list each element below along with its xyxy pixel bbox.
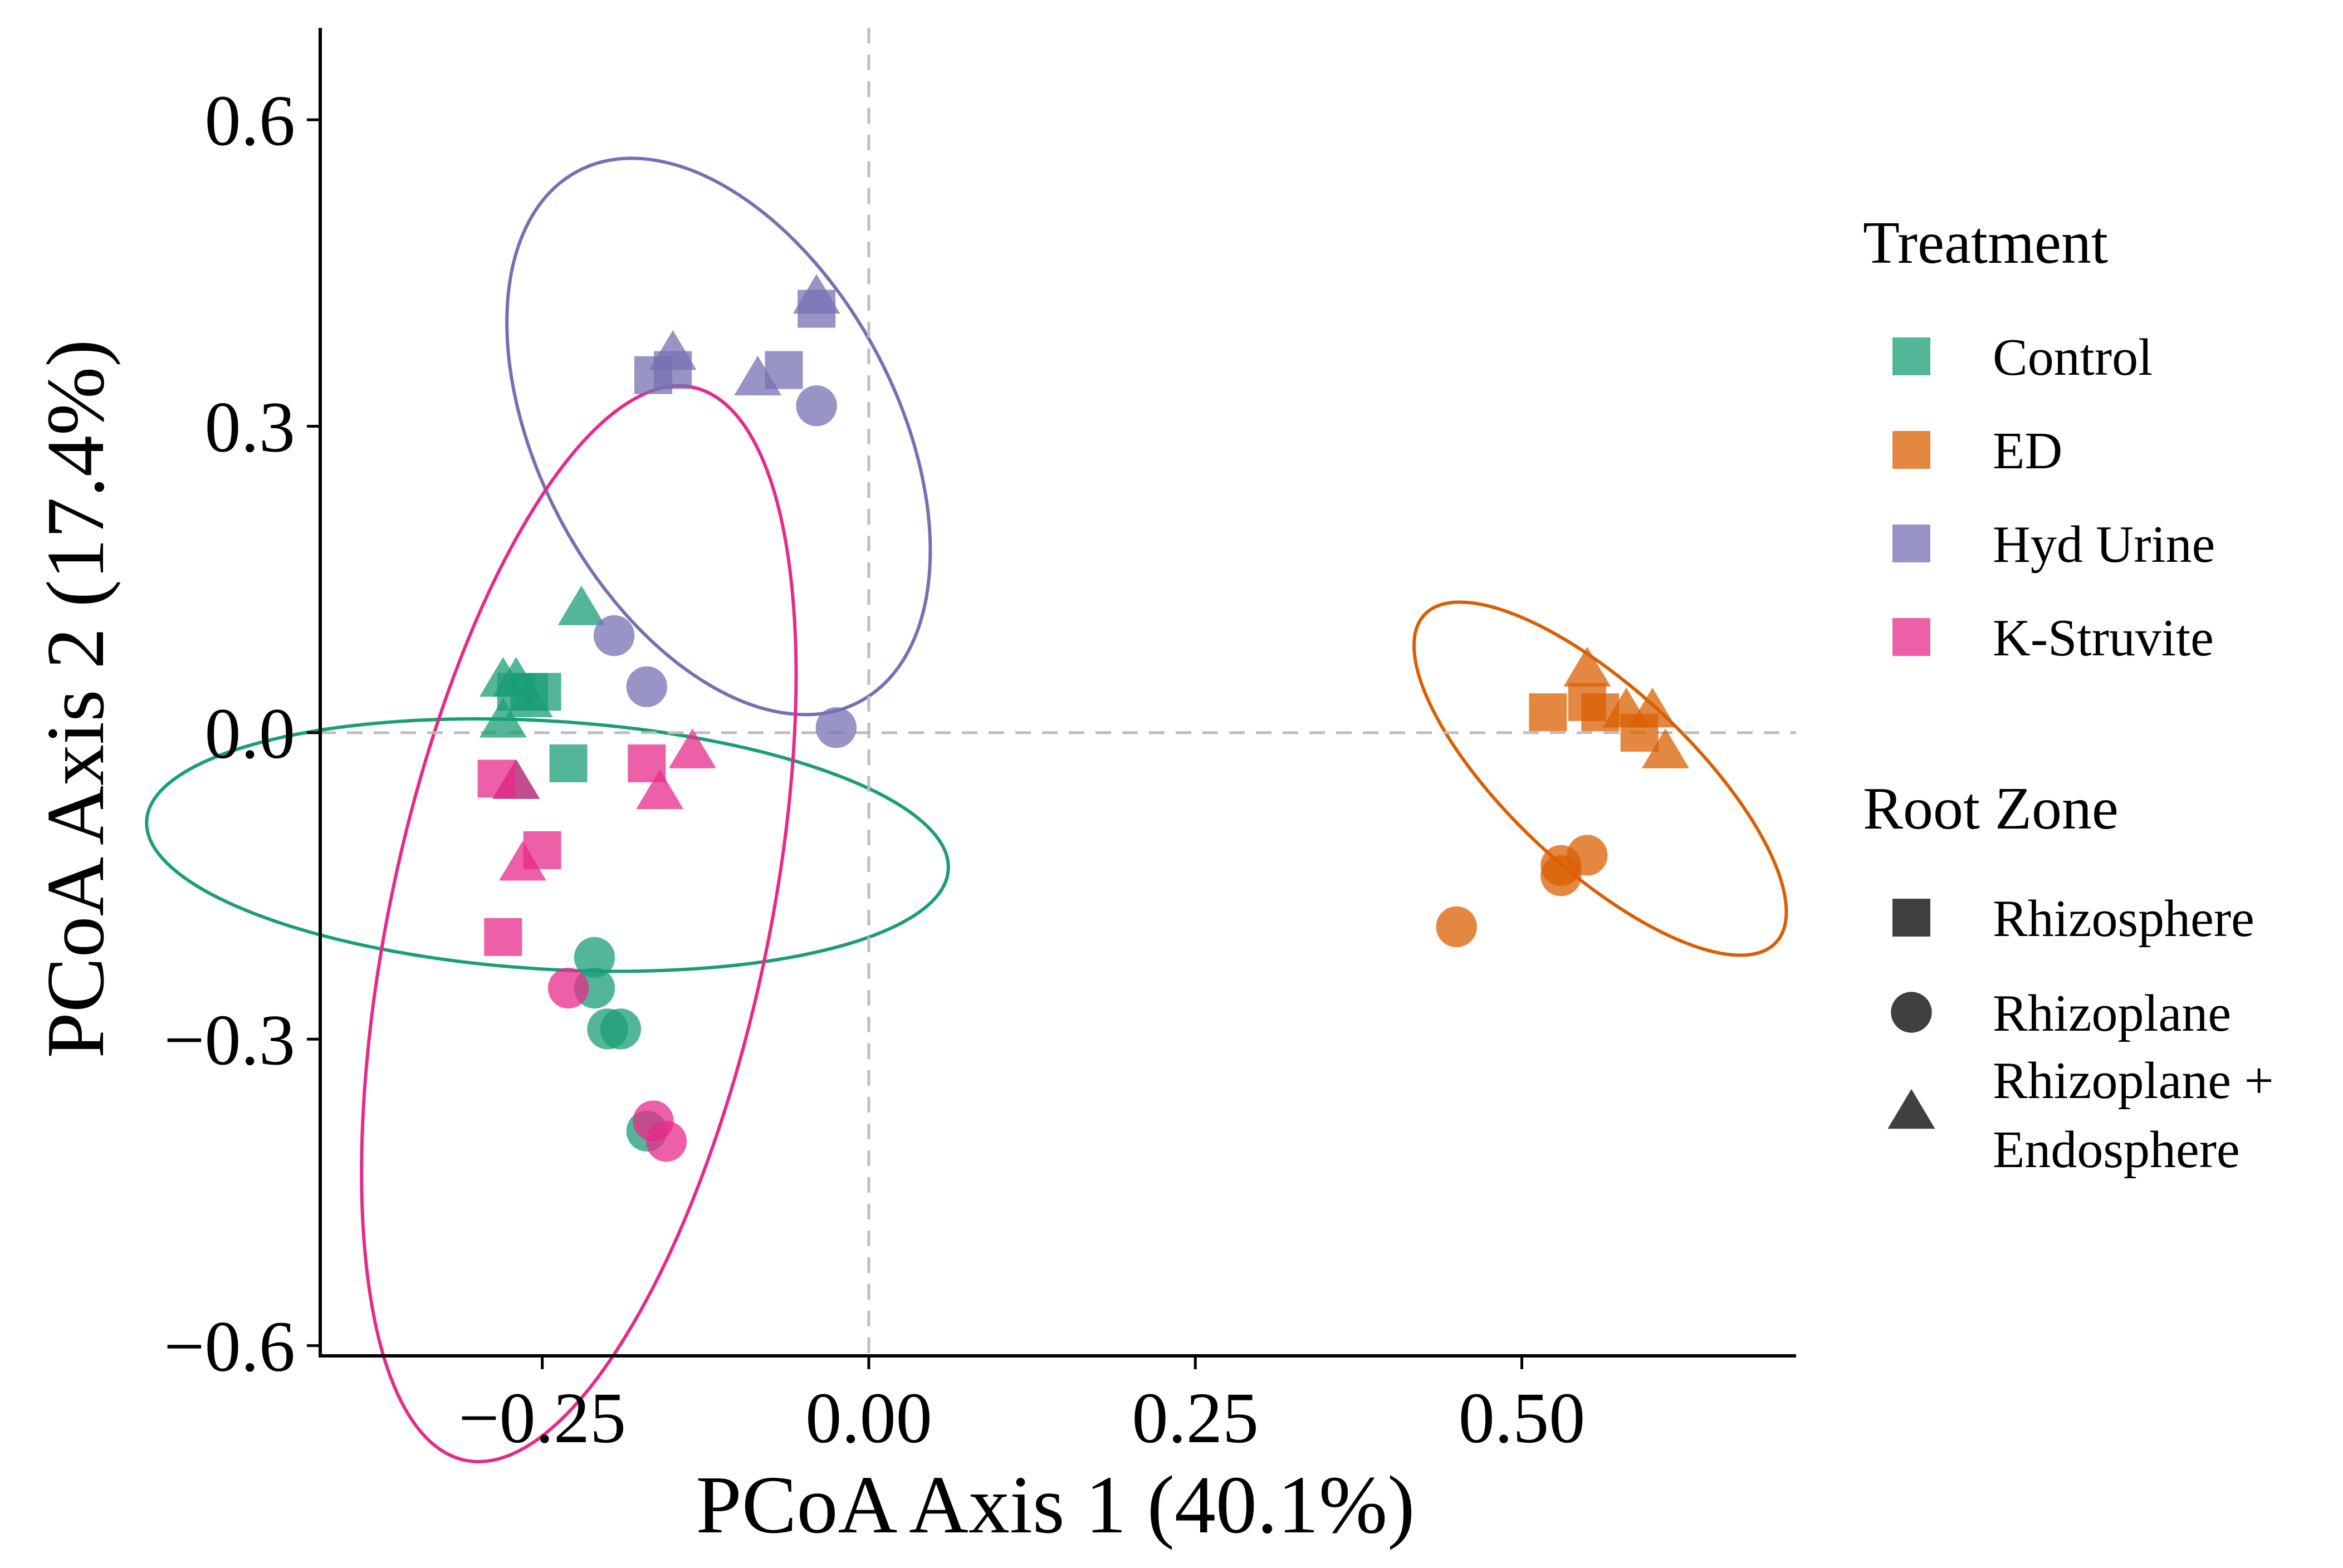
legend-root-zone-title: Root Zone [1863, 776, 2119, 842]
legend-key-hyd-urine [1892, 525, 1930, 562]
x-axis-title: PCoA Axis 1 (40.1%) [696, 1459, 1415, 1551]
point-k-struvite-8 [547, 967, 589, 1009]
legend-label-triangle-line2: Endosphere [1993, 1121, 2240, 1179]
x-tick-label-1: 0.00 [805, 1378, 932, 1458]
point-k-struvite-10 [645, 1121, 687, 1162]
point-control-6 [479, 656, 527, 697]
point-k-struvite-6 [636, 769, 684, 810]
legend-root-zone: Root Zone Rhizosphere Rhizoplane Rhizoplan… [1863, 776, 2274, 1179]
point-k-struvite-3 [484, 918, 522, 956]
point-hyd-urine-5 [734, 355, 782, 396]
y-axis-title: PCoA Axis 2 (17.4%) [30, 339, 121, 1058]
axes-layer: −0.25 0.00 0.25 0.50 −0.6 −0.3 0.0 0.3 0.6 [164, 28, 1796, 1458]
point-control-8 [479, 698, 527, 738]
point-k-struvite-4 [492, 759, 540, 799]
legend-key-circle [1891, 992, 1932, 1033]
legend-label-circle: Rhizoplane [1993, 984, 2231, 1042]
legend-label-square: Rhizosphere [1993, 890, 2254, 948]
point-hyd-urine-10 [815, 707, 857, 748]
legend-key-square [1892, 899, 1930, 937]
x-tick-label-0: −0.25 [458, 1378, 626, 1458]
point-hyd-urine-6 [793, 273, 840, 314]
point-ed-6 [1628, 687, 1676, 728]
legend-treatment: Treatment Control ED Hyd Urine K-Struvite [1863, 210, 2215, 667]
point-hyd-urine-7 [796, 385, 837, 427]
point-control-10 [574, 937, 615, 978]
point-control-13 [600, 1008, 642, 1050]
y-tick-label-4: 0.6 [205, 81, 296, 161]
point-hyd-urine-8 [593, 615, 635, 656]
point-control-3 [549, 744, 588, 782]
ellipse-k-struvite [360, 384, 798, 1463]
ellipse-control [145, 717, 950, 973]
y-tick-label-2: 0.0 [205, 694, 296, 774]
ellipse-ed [1412, 600, 1788, 957]
legend-key-control [1892, 337, 1930, 375]
reference-line-layer [320, 28, 1796, 1356]
y-tick-label-3: 0.3 [205, 388, 296, 468]
legend-label-ed: ED [1993, 422, 2062, 480]
point-k-struvite-5 [668, 728, 716, 768]
point-control-7 [505, 677, 553, 717]
point-ed-10 [1540, 855, 1582, 896]
legend-label-triangle-line1: Rhizoplane + [1993, 1052, 2274, 1110]
y-tick-label-1: −0.3 [164, 1000, 295, 1080]
point-hyd-urine-9 [626, 666, 668, 708]
point-hyd-urine-4 [649, 330, 697, 370]
x-tick-label-3: 0.50 [1459, 1378, 1586, 1458]
x-tick-label-2: 0.25 [1132, 1378, 1259, 1458]
point-control-4 [557, 585, 605, 625]
point-layer [477, 273, 1689, 1162]
legend-treatment-title: Treatment [1863, 210, 2108, 276]
ellipse-layer [145, 156, 1788, 1463]
legend-key-ed [1892, 431, 1930, 469]
point-ed-11 [1436, 906, 1477, 948]
ellipse-hyd-urine [505, 156, 932, 717]
point-ed-7 [1641, 728, 1689, 768]
point-ed-0 [1529, 693, 1567, 732]
y-tick-label-0: −0.6 [164, 1307, 295, 1387]
point-ed-4 [1563, 646, 1611, 687]
legend-key-triangle [1887, 1089, 1935, 1129]
legend-label-hyd-urine: Hyd Urine [1993, 516, 2215, 574]
legend-label-control: Control [1993, 329, 2153, 386]
legend-key-k-struvite [1892, 618, 1930, 656]
point-k-struvite-7 [498, 841, 546, 881]
legend-label-k-struvite: K-Struvite [1993, 609, 2214, 667]
